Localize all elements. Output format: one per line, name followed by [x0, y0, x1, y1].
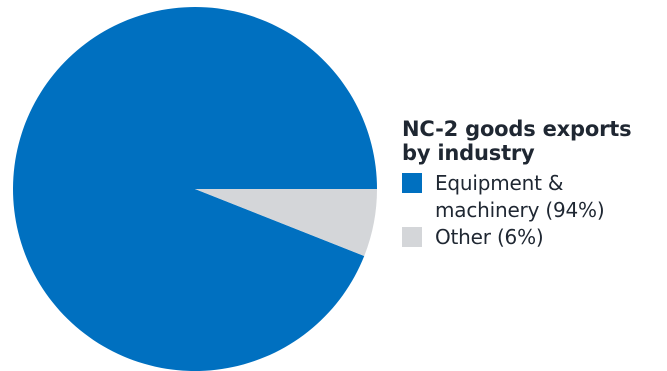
legend-label-equipment-machinery: Equipment & machinery (94%) — [435, 171, 605, 222]
legend-item-equipment-machinery: Equipment & machinery (94%) — [402, 170, 664, 224]
pie-slice-equipment-machinery — [13, 7, 377, 371]
chart-title: NC-2 goods exports by industry — [402, 117, 632, 165]
chart-legend: NC-2 goods exports by industry Equipment… — [402, 117, 664, 251]
pie-slice-other — [195, 189, 377, 256]
legend-item-other: Other (6%) — [402, 224, 664, 251]
legend-swatch-other — [402, 227, 422, 247]
pie-chart — [13, 7, 377, 371]
legend-label-other: Other (6%) — [435, 225, 544, 249]
legend-swatch-equipment-machinery — [402, 173, 422, 193]
